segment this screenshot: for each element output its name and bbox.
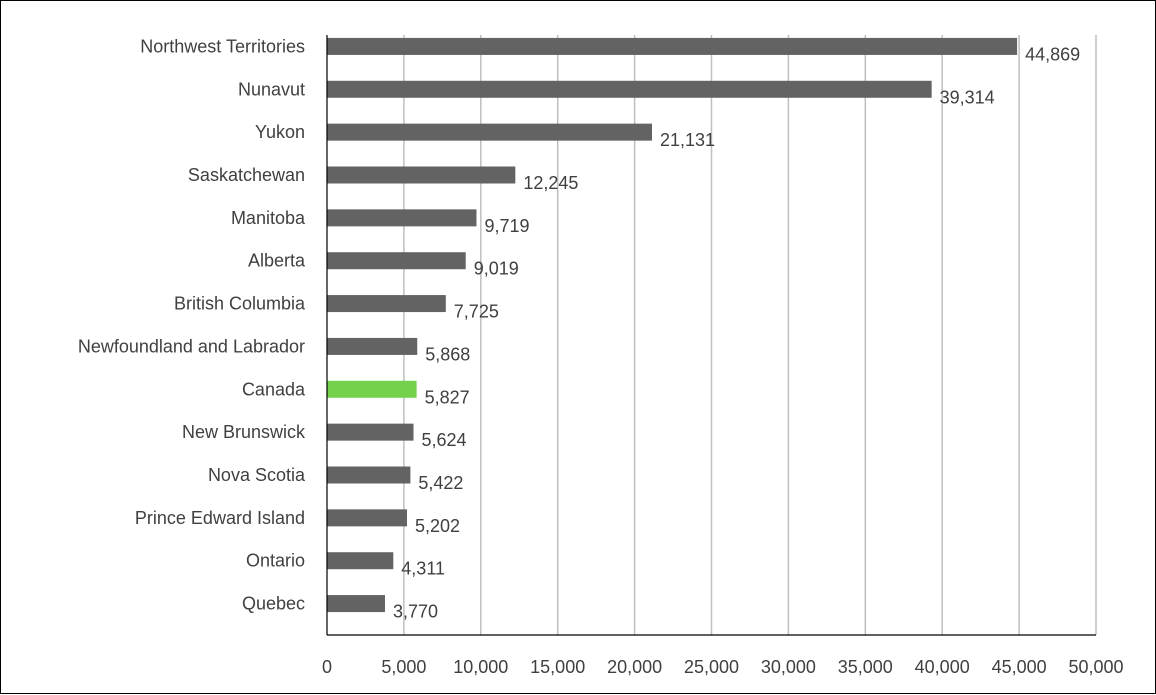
value-label: 5,827 (425, 387, 470, 407)
category-label: Northwest Territories (140, 36, 305, 56)
category-label: Nova Scotia (208, 465, 306, 485)
bar (327, 37, 1018, 55)
value-label: 44,869 (1025, 44, 1080, 64)
value-label: 21,131 (660, 130, 715, 150)
value-label: 39,314 (940, 87, 995, 107)
x-tick-label: 45,000 (992, 657, 1047, 677)
category-label: Prince Edward Island (135, 508, 305, 528)
category-label: Quebec (242, 594, 305, 614)
category-label: New Brunswick (182, 422, 306, 442)
category-label: Yukon (255, 122, 305, 142)
category-label: Manitoba (231, 208, 306, 228)
category-label: Nunavut (238, 79, 305, 99)
value-label: 9,019 (474, 259, 519, 279)
value-label: 3,770 (393, 602, 438, 622)
bar (327, 595, 385, 613)
x-tick-label: 30,000 (761, 657, 816, 677)
category-label: British Columbia (174, 294, 306, 314)
label-layer: 0 5,000 10,000 15,000 20,000 25,000 30,000 35,0… (78, 36, 1124, 677)
bar-layer (327, 37, 1018, 613)
x-tick-label: 35,000 (838, 657, 893, 677)
bar (327, 295, 446, 313)
category-label: Newfoundland and Labrador (78, 336, 305, 356)
x-tick-label: 20,000 (607, 657, 662, 677)
value-label: 5,624 (421, 430, 466, 450)
bar (327, 80, 932, 98)
bar (327, 166, 516, 184)
bar (327, 466, 411, 484)
value-label: 5,202 (415, 516, 460, 536)
bar (327, 123, 652, 141)
x-tick-label: 50,000 (1068, 657, 1123, 677)
category-label: Ontario (246, 551, 305, 571)
bar (327, 423, 414, 441)
category-label: Canada (242, 379, 306, 399)
bar (327, 509, 408, 527)
value-label: 5,868 (425, 344, 470, 364)
bar (327, 552, 394, 570)
category-label: Saskatchewan (188, 165, 305, 185)
x-tick-label: 25,000 (684, 657, 739, 677)
value-label: 5,422 (418, 473, 463, 493)
x-tick-label: 0 (322, 657, 332, 677)
x-tick-label: 40,000 (915, 657, 970, 677)
x-tick-label: 15,000 (530, 657, 585, 677)
bar (327, 380, 417, 398)
bar (327, 209, 477, 227)
value-label: 9,719 (484, 216, 529, 236)
x-tick-label: 5,000 (381, 657, 426, 677)
value-label: 4,311 (401, 559, 445, 579)
axis-layer (326, 35, 1096, 636)
category-label: Alberta (248, 251, 306, 271)
value-label: 12,245 (523, 173, 578, 193)
bar (327, 337, 418, 355)
value-label: 7,725 (454, 302, 499, 322)
bar (327, 252, 466, 270)
x-tick-label: 10,000 (453, 657, 508, 677)
